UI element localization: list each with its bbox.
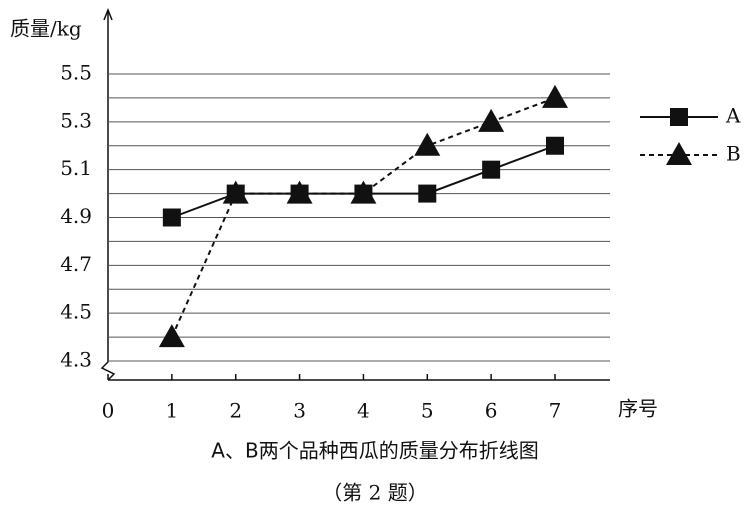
marker (546, 136, 564, 155)
x-tick-label: 7 (549, 399, 562, 423)
y-tick-label: 5.3 (60, 108, 92, 132)
x-tick-label: 4 (357, 399, 370, 423)
y-axis (100, 10, 116, 381)
chart-subtitle: （第 2 题） (322, 481, 427, 505)
x-tick-label: 1 (165, 399, 178, 423)
marker (478, 108, 505, 132)
chart-title: A、B两个品种西瓜的质量分布折线图 (211, 439, 538, 463)
y-tick-label: 4.9 (60, 204, 92, 228)
y-tick-label: 4.3 (60, 348, 92, 372)
marker (414, 132, 441, 156)
x-tick-label: 0 (102, 399, 115, 423)
marker (162, 208, 181, 227)
y-tick-label: 4.5 (60, 300, 92, 324)
y-axis-arrow (103, 7, 113, 21)
x-tick-label: 3 (293, 399, 306, 423)
marker (482, 160, 501, 179)
x-tick-label: 2 (229, 399, 242, 423)
legend-marker (666, 142, 692, 165)
y-axis-label: 质量/kg (10, 17, 82, 41)
y-tick-label: 5.1 (60, 156, 92, 180)
marker (222, 180, 249, 204)
legend-label: A (725, 104, 741, 128)
legend-label: B (726, 142, 741, 166)
x-axis-label: 序号 (618, 397, 658, 421)
legend-marker (670, 108, 688, 126)
marker (350, 180, 377, 204)
marker (286, 180, 313, 204)
x-tick-label: 5 (421, 399, 434, 423)
marker (542, 84, 568, 108)
y-tick-label: 4.7 (60, 252, 92, 276)
axes (100, 7, 610, 381)
x-tick-label: 6 (485, 399, 498, 423)
marker (418, 184, 437, 203)
y-tick-label: 5.5 (60, 61, 92, 85)
marker (158, 324, 185, 348)
